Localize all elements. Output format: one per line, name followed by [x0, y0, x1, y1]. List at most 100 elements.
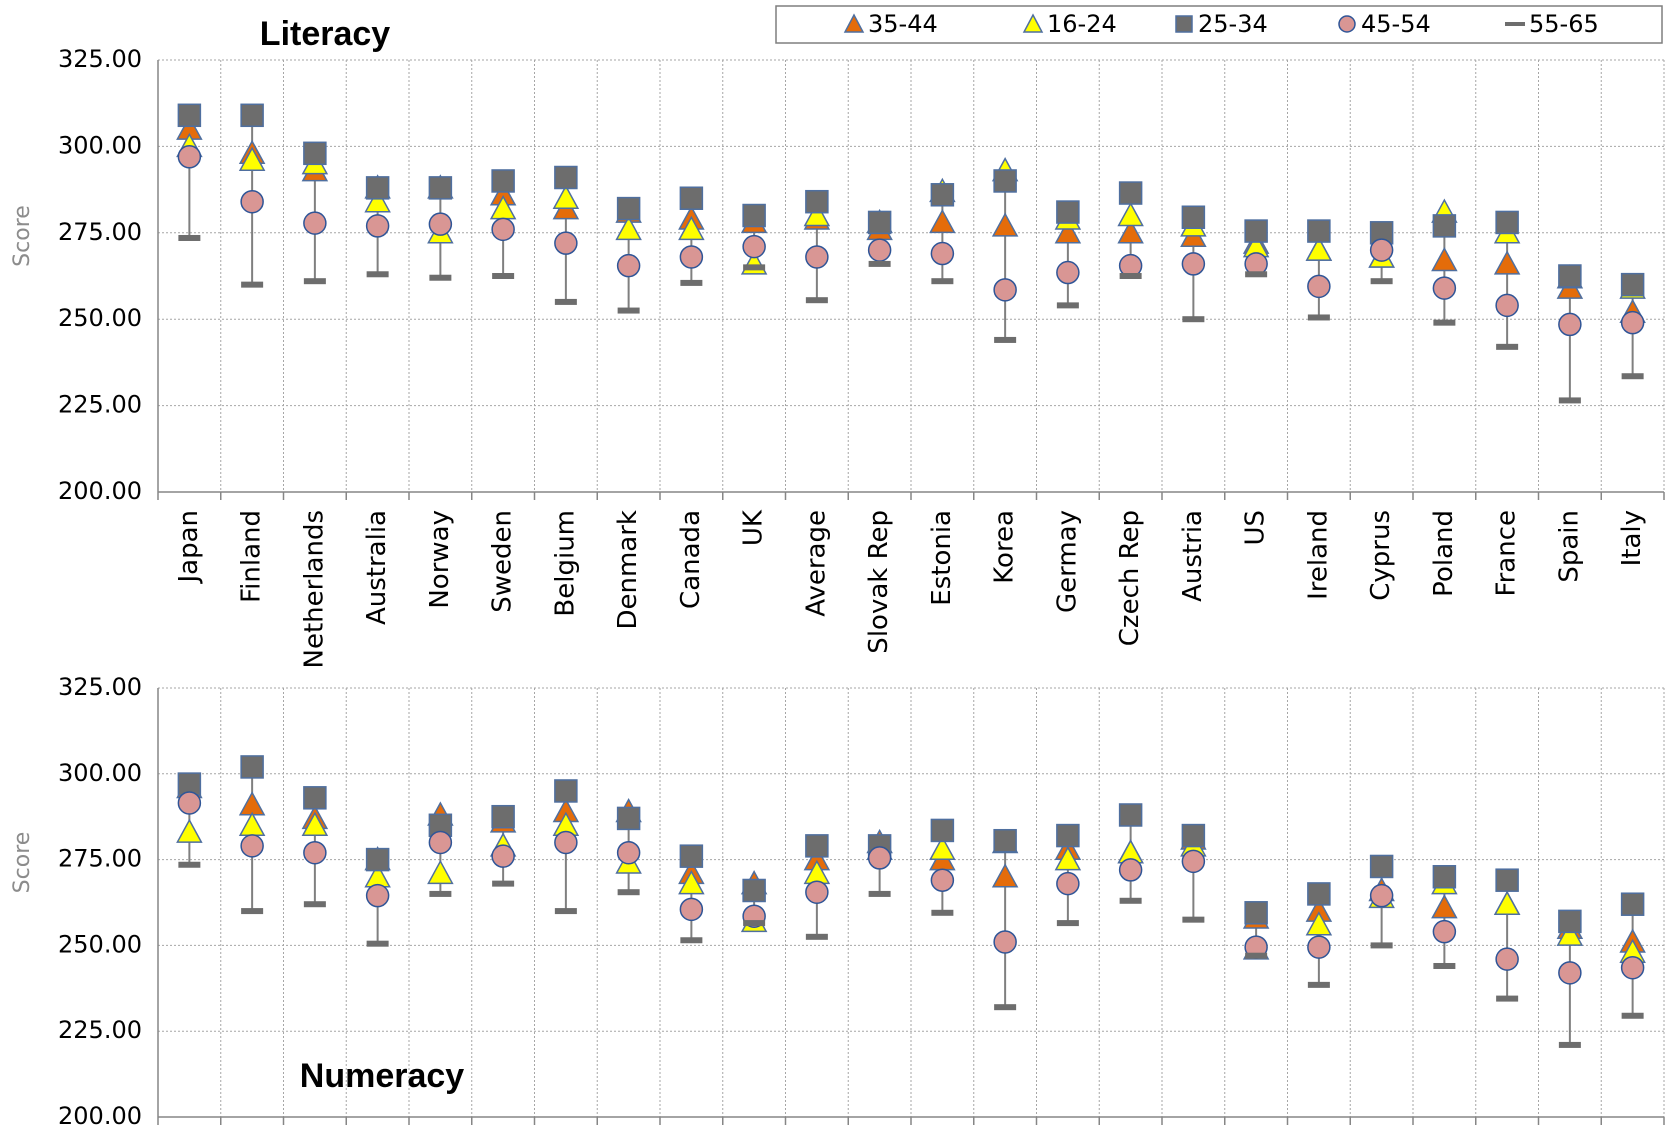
dash-marker — [1119, 897, 1142, 904]
circle-marker — [1056, 260, 1080, 285]
circle-marker — [930, 868, 955, 892]
legend-label: 16-24 — [1047, 10, 1117, 38]
dash-marker — [1056, 302, 1079, 309]
triangle-marker — [552, 184, 580, 209]
x-tick-label: Sweden — [488, 510, 518, 613]
dash-marker — [1056, 920, 1079, 927]
circle-marker — [867, 238, 892, 262]
circle-marker — [177, 145, 202, 169]
dash-marker — [931, 278, 954, 285]
circle-marker — [303, 211, 327, 235]
circle-marker — [1495, 293, 1519, 318]
square-marker — [1307, 219, 1331, 243]
square-marker — [993, 828, 1017, 853]
triangle-marker — [176, 818, 203, 843]
square-marker — [1558, 264, 1582, 288]
dash-marker — [303, 278, 326, 285]
dash-marker — [1307, 981, 1330, 988]
triangle-marker — [1305, 236, 1333, 261]
y-tick-label: 325.00 — [58, 673, 142, 701]
dash-marker — [241, 908, 264, 915]
legend-marker — [843, 13, 865, 33]
triangle-marker — [615, 215, 642, 241]
x-tick-label: Czech Rep — [1115, 510, 1145, 646]
x-tick-label: Korea — [990, 510, 1020, 584]
square-marker — [616, 806, 641, 831]
y-tick-label: 275.00 — [58, 845, 142, 873]
triangle-marker — [1054, 219, 1082, 244]
circle-marker — [993, 930, 1017, 954]
circle-marker — [428, 830, 453, 855]
chart-title: Literacy — [260, 15, 390, 53]
circle-marker — [177, 791, 202, 815]
square-marker — [1118, 803, 1143, 827]
chart-title: Numeracy — [300, 1057, 465, 1095]
square-marker — [303, 786, 327, 810]
triangle-marker — [1117, 201, 1144, 227]
dash-marker — [1496, 343, 1519, 350]
square-marker — [1432, 214, 1457, 238]
triangle-marker — [1431, 894, 1458, 919]
circle-marker — [554, 231, 578, 255]
dash-marker — [617, 889, 640, 896]
triangle-marker — [1054, 846, 1082, 871]
square-marker — [177, 103, 202, 128]
square-marker — [679, 844, 704, 868]
square-marker — [1181, 205, 1206, 229]
dash-marker — [1307, 314, 1330, 321]
dash-marker — [743, 920, 766, 927]
square-marker — [554, 165, 578, 190]
triangle-marker — [238, 811, 266, 837]
x-tick-label: France — [1492, 510, 1522, 596]
dash-marker — [429, 274, 452, 281]
x-tick-label: Average — [801, 510, 831, 617]
y-tick-label: 200.00 — [58, 1102, 142, 1130]
x-tick-label: Norway — [425, 510, 455, 609]
y-tick-label: 200.00 — [58, 477, 142, 505]
square-marker — [867, 210, 892, 235]
dash-marker — [366, 940, 389, 947]
triangle-marker — [678, 870, 705, 895]
dash-marker — [1119, 273, 1142, 279]
x-tick-label: Estonia — [927, 510, 957, 606]
circle-marker — [679, 897, 704, 922]
triangle-marker — [1493, 250, 1521, 275]
dash-marker — [429, 890, 452, 897]
triangle-marker — [929, 208, 956, 234]
square-marker — [742, 203, 766, 228]
dash-marker — [178, 861, 201, 868]
x-tick-label: Poland — [1429, 510, 1459, 597]
square-marker — [491, 804, 515, 829]
legend-marker — [1338, 15, 1356, 33]
dash-marker — [1496, 995, 1519, 1002]
circle-marker — [1620, 310, 1645, 335]
circle-marker — [1432, 276, 1457, 300]
triangle-marker — [301, 811, 329, 837]
x-tick-label: Cyprus — [1366, 510, 1396, 601]
circle-marker — [1056, 871, 1080, 896]
x-tick-label: Ireland — [1303, 510, 1333, 600]
triangle-marker — [1493, 890, 1521, 915]
legend-marker — [1505, 22, 1525, 26]
dash-marker — [241, 281, 264, 288]
triangle-marker — [238, 791, 266, 816]
y-tick-label: 275.00 — [58, 218, 142, 246]
dash-marker — [617, 307, 640, 314]
circle-marker — [1369, 238, 1394, 262]
x-tick-label: Slovak Rep — [864, 510, 894, 654]
square-marker — [1056, 200, 1080, 224]
dash-marker — [868, 890, 891, 897]
x-tick-label: Italy — [1617, 510, 1647, 566]
square-marker — [240, 755, 264, 779]
triangle-marker — [427, 859, 454, 885]
square-marker — [1495, 210, 1519, 235]
legend-entry: 16-24 — [1022, 10, 1117, 38]
circle-marker — [1307, 935, 1331, 959]
square-marker — [742, 878, 766, 903]
triangle-marker — [1305, 911, 1333, 936]
dash-marker — [868, 260, 891, 267]
y-axis-label: Score — [10, 832, 35, 894]
dash-marker — [1621, 373, 1644, 380]
circle-marker — [1181, 252, 1206, 276]
